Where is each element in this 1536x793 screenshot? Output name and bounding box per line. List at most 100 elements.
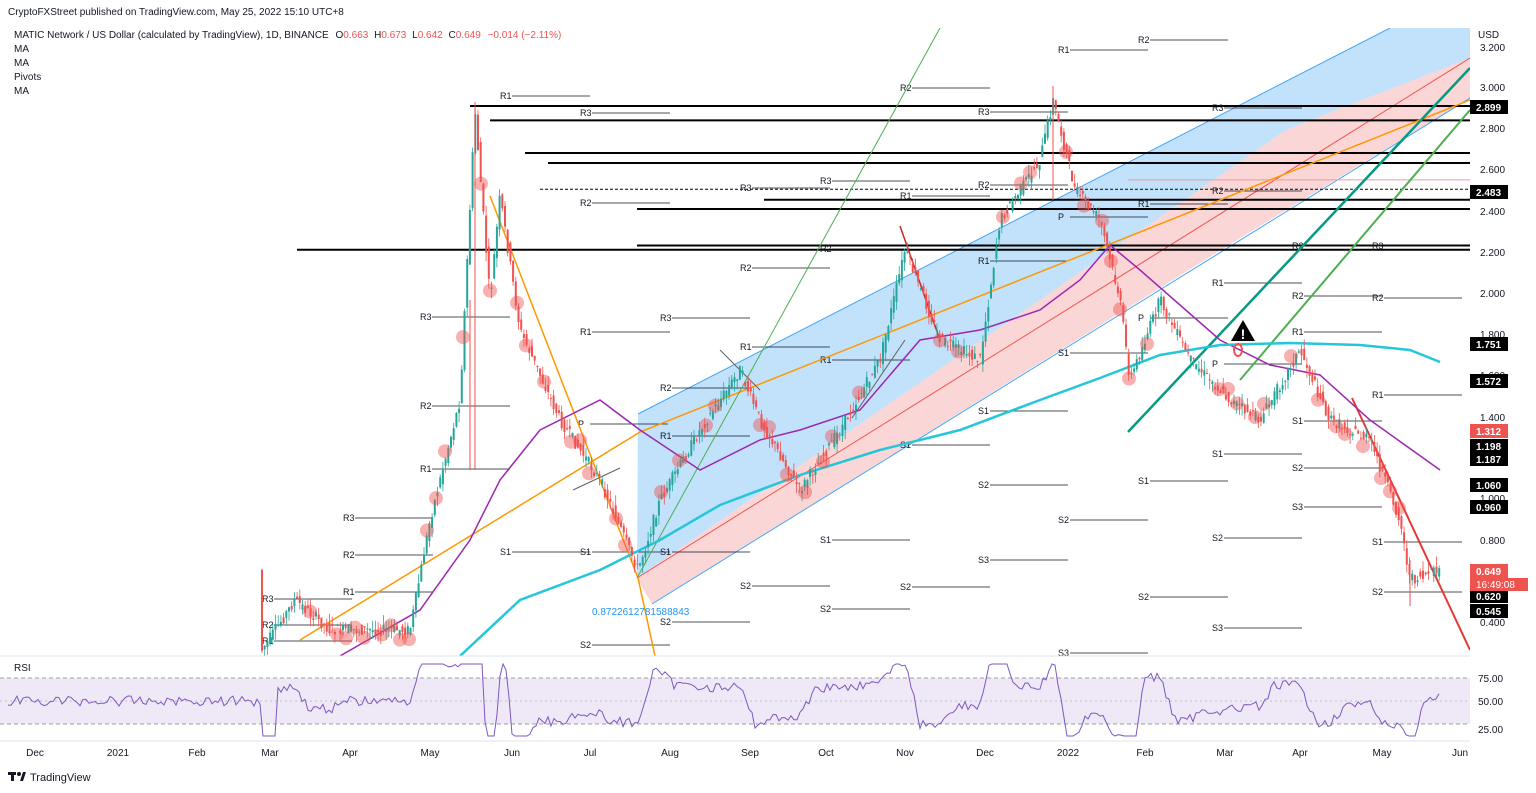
candle-body [957,344,960,348]
candle-body [806,480,809,488]
candle-body [309,608,312,617]
signal-marker [1230,396,1244,411]
indicator-pivots[interactable]: Pivots [14,72,41,83]
price-tag [1470,337,1508,351]
candle-body [609,498,612,502]
price-plot[interactable]: R1 R3 R2 R1 R3 R2 R1 R3 R2 R1 R3 R2 R1 S1 S1 P S1 R3 R2 R1 S… [261,28,1470,658]
rsi-level-75: 75.00 [1478,674,1503,685]
high-value: 0.673 [381,30,406,41]
candle-body [1003,215,1006,219]
candle-body [828,443,830,446]
candle-body [1265,403,1268,409]
candle-body [396,626,398,631]
candle-body [922,286,925,294]
candle-body [660,493,663,499]
candle-body [1427,571,1430,574]
candle-body [471,152,474,209]
candle-body [647,540,650,548]
candle-body [1044,133,1046,144]
candle-body [938,334,941,343]
signal-marker [357,630,371,645]
pivot-label: S1 [1058,348,1069,358]
candle-body [1376,450,1379,457]
candle-body [552,395,555,410]
price-axis[interactable]: 3.200 3.000 2.800 2.600 2.400 2.200 2.000 1.800… [1480,43,1505,629]
candle-body [490,287,493,289]
pivot-label: R2 [740,263,752,273]
candle-body [1103,226,1106,237]
pivot-label: R3 [1212,103,1224,113]
candle-body [549,397,552,399]
pivot-label: S3 [1058,648,1069,658]
price-tag-label: 0.649 [1476,567,1501,578]
candle-body [501,194,504,209]
candle-body [271,629,274,640]
candle-body [420,564,423,582]
candle-body [487,246,490,279]
indicator-ma-2[interactable]: MA [14,58,29,69]
candle-body [1014,196,1017,199]
candle-body [506,229,509,253]
candle-body [358,631,361,633]
candle-body [320,617,323,629]
candle-body [819,462,822,464]
price-tag [1470,604,1508,618]
candle-body [1346,427,1349,434]
candle-body [865,377,868,387]
candle-body [892,296,895,313]
time-axis[interactable]: Dec 2021 Feb Mar Apr May Jun Jul Aug Sep Oct Nov Dec… [26,748,1468,759]
indicator-ma-1[interactable]: MA [14,44,29,55]
price-tag-label: 1.060 [1476,481,1501,492]
pivot-label: R1 [1292,327,1304,337]
candle-body [1235,401,1238,407]
rsi-pane[interactable]: RSI 75.00 50.00 25.00 [0,662,1503,737]
purple-ma-line [339,243,1441,656]
pivot-label: S1 [660,547,671,557]
candle-body [1027,174,1030,178]
y-tick-label: 2.000 [1480,289,1505,300]
candle-body [1192,357,1195,359]
candle-body [595,472,598,474]
candle-body [555,403,558,414]
candle-body [1262,413,1265,423]
candle-body [879,361,882,363]
candle-body [1365,433,1368,438]
price-tag [1470,424,1508,438]
candle-body [1168,313,1171,315]
tradingview-logo[interactable]: TradingView [8,772,91,784]
candle-body [725,390,728,397]
candle-body [768,434,771,439]
candle-body [425,535,428,554]
brand-name: TradingView [30,772,91,784]
candle-body [1152,314,1154,322]
candle-body [1230,402,1233,405]
candle-body [541,374,544,384]
pivot-label: R1 [420,464,432,474]
signal-marker [1221,381,1235,396]
candle-body [266,640,269,647]
indicator-ma-3[interactable]: MA [14,86,29,97]
blue-channel [637,28,1470,578]
candle-body [1114,274,1117,284]
pivot-label: S1 [900,440,911,450]
candle-body [1095,211,1098,216]
candle-body [1049,117,1052,121]
pivot-label: R2 [420,401,432,411]
candle-body [936,330,938,332]
candle-body [633,559,636,568]
candle-body [1322,391,1325,402]
candle-body [771,438,774,445]
candle-body [900,260,903,281]
candle-body [749,387,752,392]
signal-marker [1104,253,1118,268]
candle-body [1381,462,1384,472]
candle-body [1181,341,1184,343]
pivot-label: R1 [580,327,592,337]
warning-icon: ! [1231,320,1255,357]
candle-body [1295,353,1298,365]
green-fan-line [636,28,941,579]
candle-body [433,499,436,516]
candle-body [1270,400,1273,405]
x-tick-label: Dec [26,748,44,759]
